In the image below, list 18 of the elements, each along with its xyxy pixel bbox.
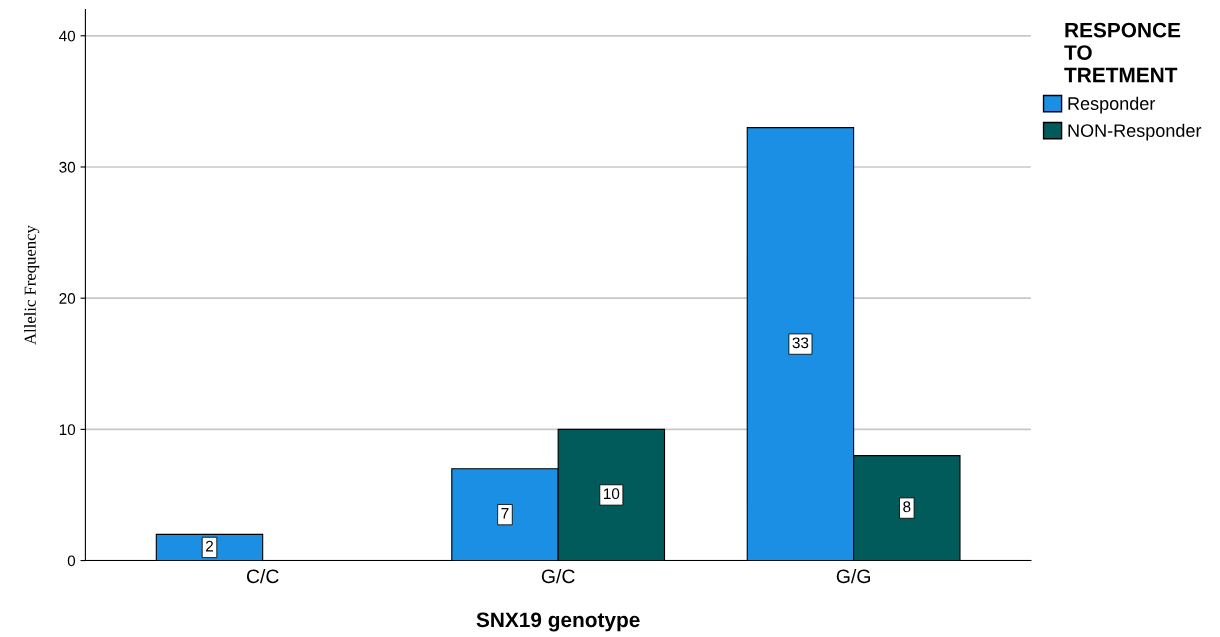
y-tick-label: 30 bbox=[59, 161, 76, 173]
legend-label: NON-Responder bbox=[1068, 123, 1202, 141]
data-label: 8 bbox=[903, 501, 911, 513]
data-label: 10 bbox=[604, 488, 620, 500]
x-tick-label: G/C bbox=[541, 568, 575, 584]
legend-title: RESPONCE TO TRETMENT bbox=[1064, 22, 1181, 83]
data-label: 7 bbox=[501, 508, 509, 519]
x-tick-label: G/G bbox=[836, 568, 870, 584]
data-label: 2 bbox=[206, 540, 213, 552]
legend-label: Responder bbox=[1068, 96, 1156, 114]
x-axis-title: SNX19 genotype bbox=[476, 612, 640, 632]
data-label: 33 bbox=[792, 337, 809, 349]
y-tick-label: 10 bbox=[59, 424, 76, 436]
y-tick-label: 40 bbox=[59, 30, 76, 42]
y-tick-label: 0 bbox=[67, 555, 76, 567]
x-tick-label: C/C bbox=[246, 568, 279, 584]
y-axis-title: Allelic Frequency bbox=[24, 225, 40, 345]
y-tick-label: 20 bbox=[59, 293, 76, 304]
